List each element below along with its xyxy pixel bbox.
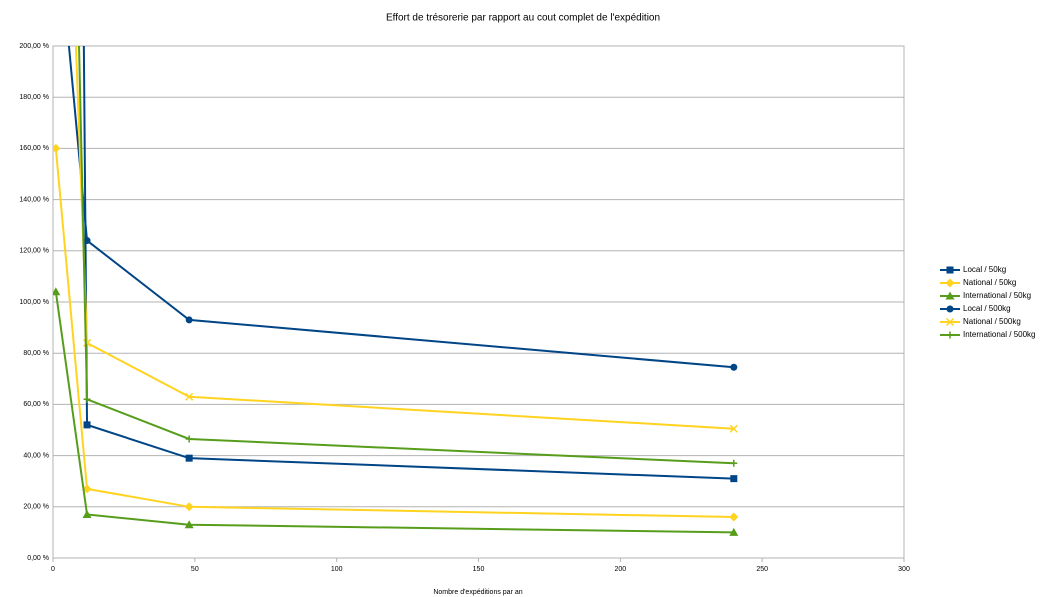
legend-label: National / 500kg [963, 317, 1021, 326]
marker [185, 316, 193, 324]
y-tick-label: 140,00 % [19, 196, 49, 203]
marker [185, 392, 194, 401]
marker [53, 143, 61, 153]
marker [730, 475, 738, 483]
marker [185, 435, 193, 443]
series-line [54, 148, 734, 519]
y-tick-label: 20,00 % [23, 504, 49, 511]
chart-title: Effort de trésorerie par rapport au cout… [386, 13, 660, 24]
marker [53, 287, 61, 296]
series-line [67, 46, 734, 369]
x-tick-label: 150 [473, 566, 485, 573]
marker [945, 291, 955, 300]
plot-frame [52, 45, 905, 559]
y-tick-label: 100,00 % [19, 299, 49, 306]
x-axis-label: Nombre d'expéditions par an [433, 589, 522, 596]
marker [945, 317, 955, 327]
marker [730, 459, 738, 467]
marker [83, 338, 92, 347]
y-tick-label: 180,00 % [19, 94, 49, 101]
legend-label: National / 50kg [963, 278, 1016, 287]
marker [729, 512, 739, 522]
x-tick-label: 0 [51, 566, 55, 573]
marker [82, 509, 92, 518]
y-tick-label: 80,00 % [23, 350, 49, 357]
y-tick-label: 120,00 % [19, 248, 49, 255]
marker [729, 527, 739, 536]
y-tick-label: 160,00 % [19, 145, 49, 152]
marker [83, 395, 91, 403]
x-tick-label: 200 [614, 566, 626, 573]
series-line [74, 46, 734, 430]
marker [946, 331, 954, 339]
y-tick-label: 0,00 % [27, 555, 49, 562]
x-tick-label: 100 [331, 566, 343, 573]
x-tick-label: 250 [756, 566, 768, 573]
x-tick-label: 50 [191, 566, 199, 573]
x-tick-label: 300 [898, 566, 910, 573]
marker [83, 421, 91, 429]
plot-area [53, 46, 739, 536]
series-line [82, 46, 734, 480]
marker [83, 237, 91, 245]
legend-label: International / 500kg [963, 330, 1036, 339]
marker [945, 278, 955, 288]
marker [184, 520, 194, 529]
y-tick-label: 60,00 % [23, 401, 49, 408]
marker [82, 484, 92, 494]
marker [946, 266, 954, 274]
marker [185, 454, 193, 462]
legend-label: Local / 50kg [963, 265, 1006, 274]
legend-label: Local / 500kg [963, 304, 1011, 313]
y-tick-label: 40,00 % [23, 452, 49, 459]
series-line [78, 46, 734, 465]
marker [946, 305, 954, 313]
y-tick-label: 200,00 % [19, 43, 49, 50]
marker [730, 363, 738, 371]
marker [184, 502, 194, 512]
legend-label: International / 50kg [963, 291, 1031, 300]
marker [729, 424, 738, 433]
series-line [54, 291, 734, 534]
